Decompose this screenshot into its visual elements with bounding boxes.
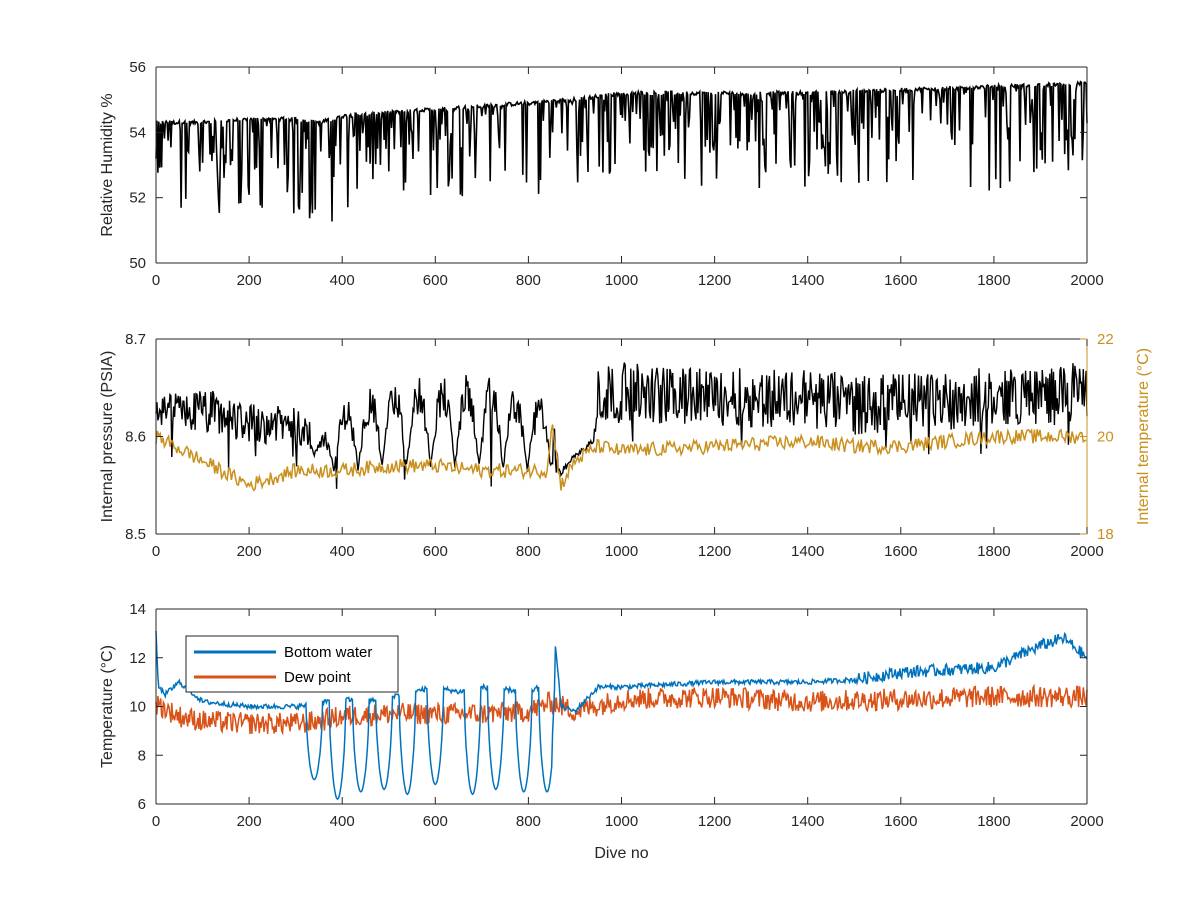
y-tick-label: 54: [129, 124, 146, 141]
legend-label: Dew point: [284, 669, 352, 686]
panel-temperature: 0 200 400 600 800 1000 1200 1400 1600 1800 2000 6 8 1…: [99, 601, 1104, 862]
dew-point-series-line: [155, 683, 1088, 736]
x-tick-label: 400: [330, 272, 355, 289]
x-tick-label: 1000: [605, 543, 638, 560]
y-tick-label: 50: [129, 255, 146, 272]
x-tick-label: 200: [237, 272, 262, 289]
y-tick-label: 14: [129, 601, 146, 618]
y-right-tick-label: 22: [1097, 331, 1114, 348]
x-tick-label: 1600: [884, 543, 917, 560]
x-tick-label: 800: [516, 543, 541, 560]
bottom-water-series-line: [155, 630, 1088, 801]
humidity-series-line: [155, 80, 1088, 222]
x-tick-label: 800: [516, 813, 541, 830]
y-tick-label: 12: [129, 650, 146, 667]
y-axis-title: Relative Humidity %: [99, 93, 116, 236]
x-tick-label: 600: [423, 272, 448, 289]
x-tick-label: 2000: [1070, 272, 1103, 289]
y-axis-title: Internal pressure (PSIA): [99, 351, 116, 523]
x-tick-label: 1800: [977, 272, 1010, 289]
x-tick-label: 1200: [698, 272, 731, 289]
x-tick-label: 1600: [884, 272, 917, 289]
legend-label: Bottom water: [284, 644, 372, 661]
y-axis-title: Temperature (°C): [99, 645, 116, 768]
y-tick-label: 8.5: [125, 526, 146, 543]
y-tick-label: 8: [138, 747, 146, 764]
x-tick-label: 1400: [791, 543, 824, 560]
x-tick-label: 200: [237, 813, 262, 830]
x-tick-label: 1200: [698, 813, 731, 830]
x-tick-label: 400: [330, 813, 355, 830]
x-tick-label: 1000: [605, 272, 638, 289]
x-tick-label: 1400: [791, 813, 824, 830]
panel-humidity: 0 200 400 600 800 1000 1200 1400 1600 1800 2000 50 5…: [99, 59, 1104, 289]
x-tick-label: 0: [152, 813, 160, 830]
x-tick-label: 1400: [791, 272, 824, 289]
x-tick-label: 2000: [1070, 543, 1103, 560]
x-tick-label: 0: [152, 272, 160, 289]
legend-box: [185, 635, 399, 693]
y-tick-label: 52: [129, 190, 146, 207]
legend: Bottom water Dew point: [185, 635, 399, 693]
y-tick-label: 8.7: [125, 331, 146, 348]
x-tick-label: 1600: [884, 813, 917, 830]
y-tick-label: 10: [129, 699, 146, 716]
y-tick-label: 8.6: [125, 429, 146, 446]
x-tick-label: 200: [237, 543, 262, 560]
x-tick-label: 600: [423, 813, 448, 830]
internal-temperature-series-line: [155, 424, 1087, 492]
x-tick-label: 1800: [977, 543, 1010, 560]
x-tick-label: 400: [330, 543, 355, 560]
x-tick-label: 600: [423, 543, 448, 560]
x-tick-label: 800: [516, 272, 541, 289]
panel-pressure: 0 200 400 600 800 1000 1200 1400 1600 1800 2000 8.5…: [99, 331, 1152, 560]
x-tick-label: 1000: [605, 813, 638, 830]
x-tick-label: 1800: [977, 813, 1010, 830]
y-right-tick-label: 20: [1097, 429, 1114, 446]
pressure-series-line: [155, 362, 1088, 489]
y-tick-label: 6: [138, 796, 146, 813]
x-axis-title: Dive no: [594, 845, 648, 862]
x-tick-label: 1200: [698, 543, 731, 560]
x-tick-label: 2000: [1070, 813, 1103, 830]
y-right-axis-title: Internal temperature (°C): [1135, 348, 1152, 525]
y-right-tick-label: 18: [1097, 526, 1114, 543]
x-tick-label: 0: [152, 543, 160, 560]
y-tick-label: 56: [129, 59, 146, 76]
